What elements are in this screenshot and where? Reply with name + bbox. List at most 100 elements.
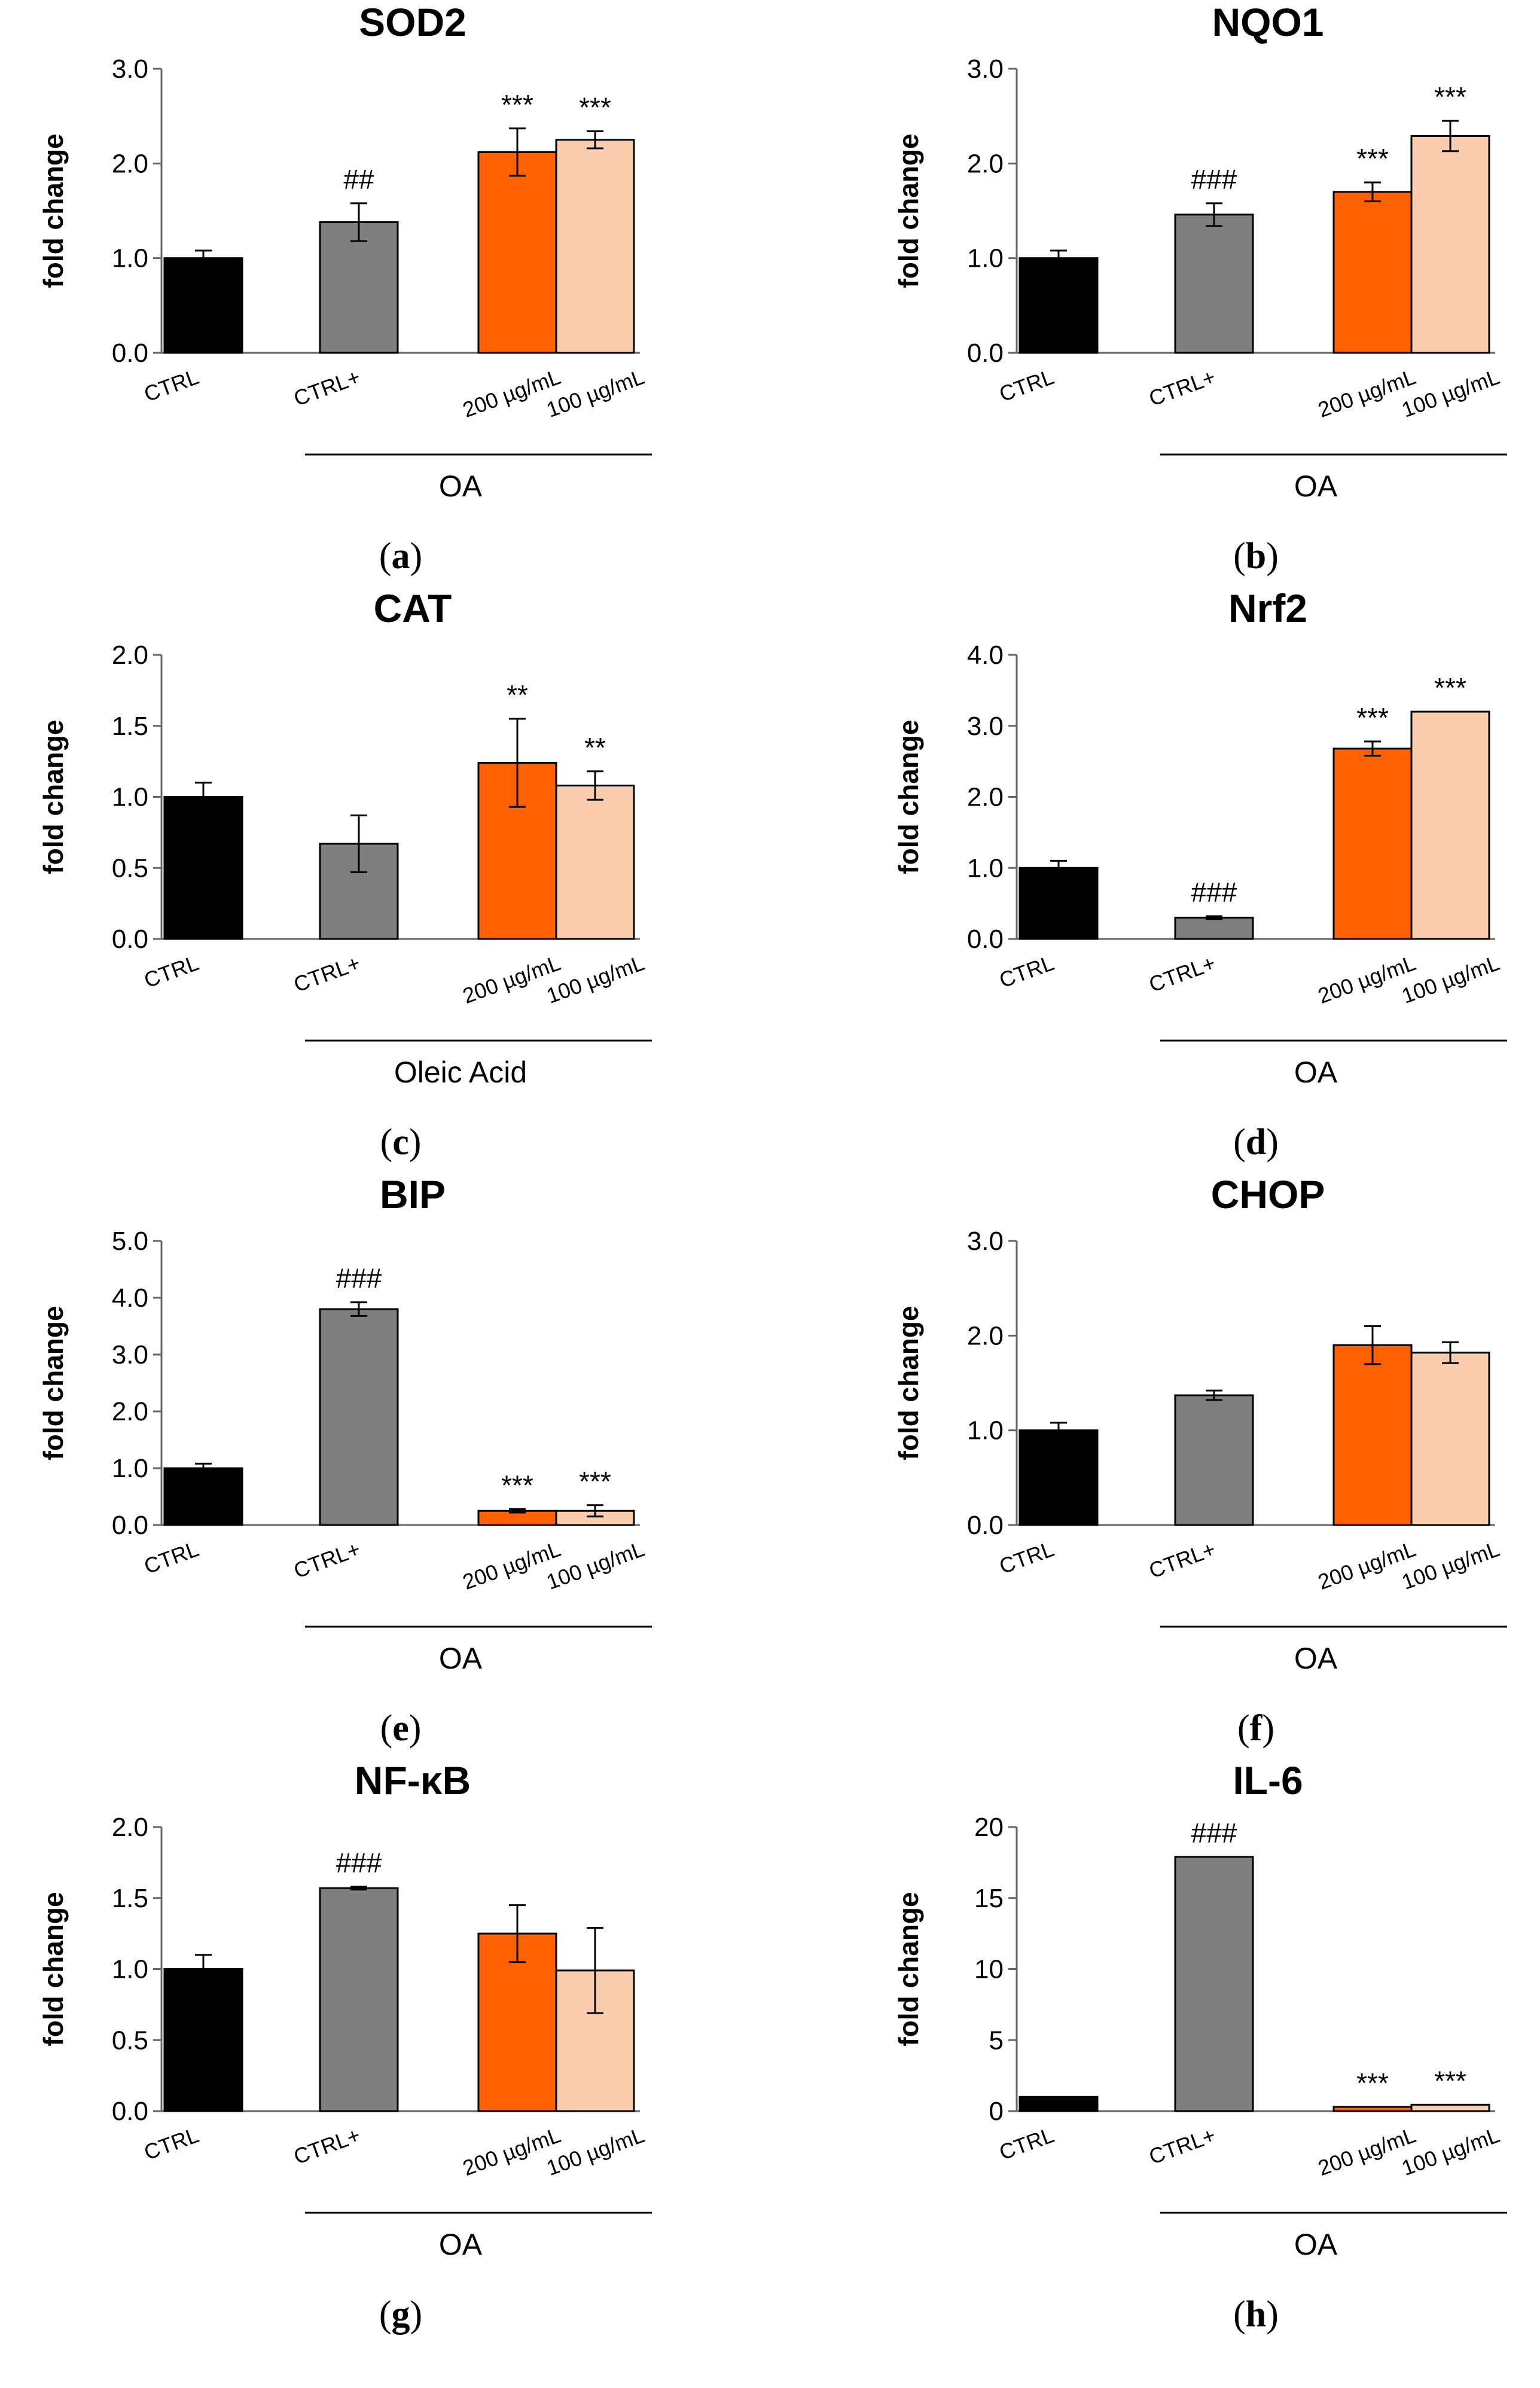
chart-title: CHOP xyxy=(1211,1172,1325,1216)
significance-mark: *** xyxy=(579,92,611,123)
panel-a: SOD2 fold change 0.0 1.0 2.0 3.0 ## *** *** CTRL C… xyxy=(38,0,652,577)
group-label: OA xyxy=(439,2228,483,2261)
y-tick-label: 0.0 xyxy=(967,338,1004,368)
y-tick-label: 20 xyxy=(974,1813,1004,1842)
significance-mark: *** xyxy=(1356,702,1389,733)
y-tick-label: 2.0 xyxy=(967,1321,1004,1350)
y-tick-label: 2.0 xyxy=(967,783,1004,812)
panel-letter-char: h xyxy=(1246,2294,1266,2335)
y-axis-label: fold change xyxy=(893,133,924,288)
bar-200 xyxy=(477,151,557,354)
chart-title: NQO1 xyxy=(1212,0,1324,44)
category-label: CTRL+ xyxy=(1146,364,1219,411)
y-tick-label: 3.0 xyxy=(112,54,148,84)
panel-letter-close: ) xyxy=(409,1122,422,1163)
chart-title: Nrf2 xyxy=(1228,586,1307,630)
y-axis-label: fold change xyxy=(893,1306,924,1460)
y-tick-label: 2.0 xyxy=(112,641,148,670)
group-label: OA xyxy=(1294,2228,1338,2261)
y-tick-label: 0.0 xyxy=(112,1511,148,1540)
panel-letter-open: ( xyxy=(380,1708,393,1749)
y-axis-label: fold change xyxy=(893,1892,924,2046)
y-tick-label: 10 xyxy=(974,1955,1004,1984)
significance-mark: ### xyxy=(336,1263,382,1294)
group-label: OA xyxy=(1294,1642,1338,1675)
bar-ctrl-plus xyxy=(1174,1856,1254,2112)
y-tick-label: 1.5 xyxy=(112,1884,148,1913)
panel-h: IL-6 fold change 0 5 10 15 20 ### *** *** CTRL CTRL… xyxy=(893,1758,1507,2335)
panel-b: NQO1 fold change 0.0 1.0 2.0 3.0 ### *** *** CTRL… xyxy=(893,0,1507,577)
y-tick-label: 1.0 xyxy=(967,853,1004,883)
panel-letter-close: ) xyxy=(1266,2294,1279,2335)
y-tick-label: 3.0 xyxy=(967,712,1004,741)
bar-200 xyxy=(1332,1344,1413,1526)
bar-ctrl xyxy=(1018,2096,1099,2112)
panel-d: Nrf2 fold change 0.0 1.0 2.0 3.0 4.0 ### *** *** C… xyxy=(893,586,1507,1163)
y-tick-label: 0.0 xyxy=(967,1511,1004,1540)
y-tick-label: 15 xyxy=(974,1884,1004,1913)
y-tick-label: 5.0 xyxy=(112,1227,148,1256)
panel-letter: (c) xyxy=(380,1122,422,1163)
bar-ctrl xyxy=(1018,257,1099,354)
significance-mark: *** xyxy=(501,1469,533,1500)
category-label: CTRL+ xyxy=(1146,2122,1219,2169)
panel-letter-open: ( xyxy=(379,536,392,577)
category-label: 100 µg/mL xyxy=(543,2122,648,2180)
significance-mark: *** xyxy=(1356,2067,1389,2099)
significance-mark: ### xyxy=(1191,164,1237,195)
category-label: CTRL xyxy=(141,364,202,407)
panel-letter-close: ) xyxy=(409,1708,422,1749)
panel-letter-char: d xyxy=(1246,1122,1266,1163)
chart-title: SOD2 xyxy=(359,0,466,44)
bar-ctrl xyxy=(163,1467,243,1526)
panel-letter: (d) xyxy=(1233,1122,1279,1163)
panel-letter: (a) xyxy=(379,536,422,577)
y-tick-label: 0.0 xyxy=(112,2097,148,2126)
y-tick-label: 0.5 xyxy=(112,2026,148,2055)
bar-200 xyxy=(1332,2106,1413,2112)
category-label: 100 µg/mL xyxy=(1398,1536,1503,1594)
significance-mark: *** xyxy=(1434,672,1466,703)
significance-mark: ### xyxy=(336,1847,382,1878)
panel-letter-open: ( xyxy=(380,1122,393,1163)
bar-ctrl xyxy=(1018,867,1099,940)
y-tick-label: 1.0 xyxy=(112,1955,148,1984)
bar-200 xyxy=(1332,748,1413,940)
category-label: CTRL+ xyxy=(291,950,364,997)
bar-100 xyxy=(555,139,635,354)
category-label: 100 µg/mL xyxy=(1398,2122,1503,2180)
category-label: 100 µg/mL xyxy=(543,1536,648,1594)
category-label: CTRL xyxy=(141,950,202,993)
y-tick-label: 1.0 xyxy=(112,244,148,273)
category-label: CTRL+ xyxy=(1146,1536,1219,1583)
bar-ctrl-plus xyxy=(319,1887,399,2112)
panel-letter: (f) xyxy=(1237,1708,1274,1749)
bar-ctrl-plus xyxy=(319,221,399,354)
category-label: CTRL+ xyxy=(291,1536,364,1583)
group-label: Oleic Acid xyxy=(394,1056,527,1089)
bar-ctrl-plus xyxy=(1174,916,1254,940)
category-label: CTRL xyxy=(996,950,1057,993)
y-axis-label: fold change xyxy=(38,1306,69,1460)
category-label: CTRL xyxy=(996,2122,1057,2165)
panel-letter-open: ( xyxy=(1233,2294,1246,2335)
significance-mark: ** xyxy=(584,732,606,763)
y-tick-label: 3.0 xyxy=(112,1340,148,1370)
panel-letter: (g) xyxy=(379,2294,422,2335)
y-tick-label: 2.0 xyxy=(967,149,1004,178)
panel-letter: (b) xyxy=(1233,536,1279,577)
category-label: CTRL+ xyxy=(1146,950,1219,997)
panel-g: NF-κB fold change 0.0 0.5 1.0 1.5 2.0 ### CTRL CT… xyxy=(38,1758,652,2335)
y-tick-label: 3.0 xyxy=(967,1227,1004,1256)
panel-letter-char: e xyxy=(392,1708,409,1749)
y-tick-label: 1.0 xyxy=(112,783,148,812)
category-label: 100 µg/mL xyxy=(1398,364,1503,422)
y-tick-label: 0.0 xyxy=(112,925,148,954)
bar-ctrl xyxy=(163,1968,243,2112)
panel-letter-open: ( xyxy=(1237,1708,1250,1749)
bar-ctrl-plus xyxy=(1174,214,1254,354)
significance-mark: *** xyxy=(1434,81,1466,112)
bar-200 xyxy=(477,1932,557,2112)
